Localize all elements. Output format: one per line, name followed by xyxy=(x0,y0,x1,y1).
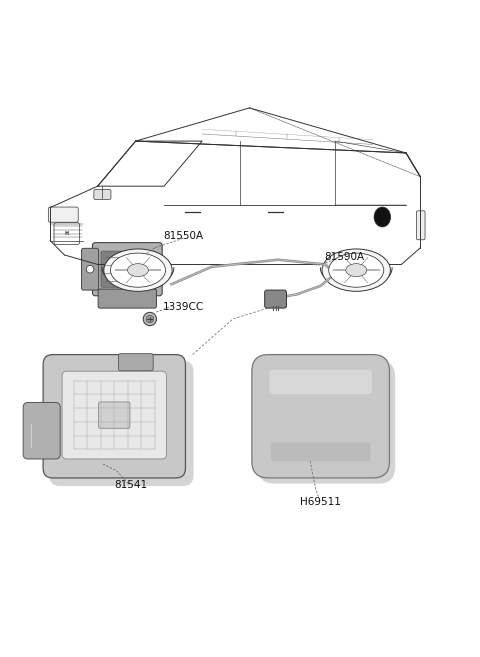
FancyBboxPatch shape xyxy=(54,223,80,244)
Text: 81550A: 81550A xyxy=(163,231,203,241)
Text: 81590A: 81590A xyxy=(324,252,364,262)
FancyBboxPatch shape xyxy=(158,266,170,278)
FancyBboxPatch shape xyxy=(271,442,371,461)
Text: H: H xyxy=(65,231,69,236)
Circle shape xyxy=(86,265,94,273)
FancyBboxPatch shape xyxy=(23,403,60,459)
FancyBboxPatch shape xyxy=(43,355,185,478)
FancyBboxPatch shape xyxy=(98,402,130,428)
Ellipse shape xyxy=(104,249,172,291)
FancyBboxPatch shape xyxy=(94,189,111,200)
Text: H69511: H69511 xyxy=(300,497,341,507)
FancyBboxPatch shape xyxy=(62,371,167,459)
FancyBboxPatch shape xyxy=(101,251,154,287)
FancyBboxPatch shape xyxy=(269,370,372,394)
Ellipse shape xyxy=(346,263,367,277)
Text: 81541: 81541 xyxy=(114,480,147,490)
Ellipse shape xyxy=(128,263,148,277)
Circle shape xyxy=(146,315,154,323)
Ellipse shape xyxy=(329,253,384,287)
FancyBboxPatch shape xyxy=(82,248,98,290)
FancyBboxPatch shape xyxy=(252,355,389,478)
FancyBboxPatch shape xyxy=(93,242,162,296)
FancyBboxPatch shape xyxy=(49,361,193,486)
Circle shape xyxy=(143,312,156,326)
Ellipse shape xyxy=(110,253,166,287)
FancyBboxPatch shape xyxy=(119,353,153,371)
Ellipse shape xyxy=(374,207,391,227)
FancyBboxPatch shape xyxy=(264,290,287,308)
FancyBboxPatch shape xyxy=(98,289,156,308)
Text: 1339CC: 1339CC xyxy=(162,302,204,312)
Ellipse shape xyxy=(322,249,390,291)
FancyBboxPatch shape xyxy=(258,360,395,484)
FancyBboxPatch shape xyxy=(417,211,425,240)
FancyBboxPatch shape xyxy=(48,207,78,222)
